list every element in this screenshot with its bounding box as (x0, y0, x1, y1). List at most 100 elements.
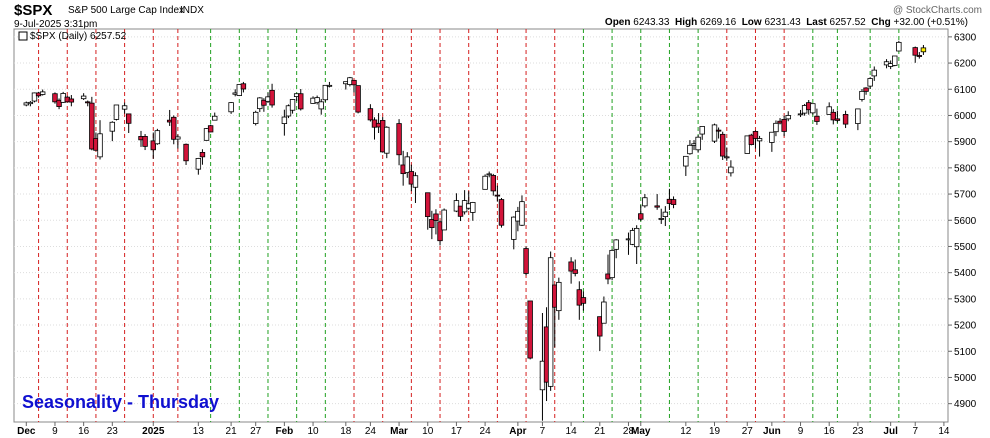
candle-body (85, 101, 91, 104)
plot-area (13, 28, 949, 423)
candle-body (39, 91, 46, 95)
candle-body (892, 55, 898, 66)
x-tick-label: 9 (52, 426, 58, 437)
x-tick-label: 10 (307, 426, 319, 437)
x-tick-label: 12 (680, 426, 692, 437)
x-tick-label: 14 (566, 426, 578, 437)
candle-body (298, 93, 304, 110)
candle-body (699, 126, 705, 135)
candle-body (31, 92, 38, 102)
candle-body (486, 173, 492, 176)
candle-body (769, 131, 775, 143)
x-tick-label: 27 (250, 426, 262, 437)
high-value: 6269.16 (699, 17, 737, 28)
candle-body (269, 89, 275, 106)
candle-body (638, 213, 644, 220)
candle-body (89, 102, 95, 150)
candle-body (396, 123, 402, 156)
candle-body (642, 197, 648, 207)
x-tick-label: 21 (594, 426, 606, 437)
candle-body (842, 114, 849, 125)
candle-body (670, 199, 677, 205)
candle-body (826, 106, 832, 115)
x-tick-label: 23 (107, 426, 119, 437)
x-tick-label: 27 (742, 426, 754, 437)
x-tick-label: Jul (883, 426, 898, 437)
candle-body (126, 113, 132, 124)
candle-body (814, 115, 820, 122)
candle-body (871, 69, 877, 77)
high-label: High (674, 17, 698, 28)
x-tick-label: Jun (763, 426, 781, 437)
candle-body (228, 102, 234, 113)
last-value: 6257.52 (829, 17, 866, 28)
x-tick-label: 28 (623, 426, 635, 437)
candle-body (412, 175, 419, 188)
candle-body (429, 219, 435, 228)
ohlc-readout: Open 6243.33 High 6269.16 Low 6231.43 La… (605, 17, 968, 28)
x-tick-label: 10 (422, 426, 434, 437)
candle-body (199, 152, 206, 158)
y-tick-label: 6200 (954, 59, 977, 70)
y-tick-label: 6300 (954, 32, 977, 43)
candle-body (773, 122, 779, 133)
candle-body (511, 216, 517, 240)
x-tick-label: Dec (17, 426, 36, 437)
candle-body (601, 301, 607, 324)
candle-body (597, 316, 603, 337)
x-tick-label: 7 (912, 426, 918, 437)
x-tick-label: Mar (390, 426, 408, 437)
candle-body (490, 175, 496, 192)
candle-body (207, 125, 214, 133)
candle-body (404, 156, 410, 173)
candle-body (355, 85, 361, 113)
candle-body (322, 84, 329, 101)
candle-body (425, 192, 431, 217)
candle-body (752, 131, 759, 139)
candle-body (52, 93, 58, 103)
y-tick-label: 5000 (954, 373, 977, 384)
candle-body (863, 87, 869, 92)
candle-body (810, 103, 816, 114)
candle-body (683, 155, 689, 167)
x-tick-label: 9 (798, 426, 804, 437)
seasonality-annotation: Seasonality - Thursday (22, 392, 219, 412)
candle-body (27, 101, 34, 105)
candle-body (68, 98, 75, 103)
candle-body (109, 121, 116, 132)
candle-body (326, 84, 333, 87)
candle-body (285, 105, 292, 117)
x-tick-label: Apr (509, 426, 526, 437)
candle-body (556, 281, 562, 312)
candle-body (494, 194, 501, 197)
y-tick-label: 6000 (954, 111, 977, 122)
x-tick-label: 16 (824, 426, 836, 437)
candle-body (236, 84, 243, 96)
x-tick-label: 19 (709, 426, 721, 437)
low-label: Low (741, 17, 762, 28)
candle-body (896, 41, 902, 52)
candle-body (318, 101, 324, 110)
candle-body (654, 205, 660, 208)
x-tick-label: May (631, 426, 651, 437)
x-tick-label: 2025 (142, 426, 165, 437)
candle-body (261, 99, 267, 106)
candle-body (351, 79, 357, 86)
candle-body (797, 113, 804, 116)
candle-body (580, 297, 587, 304)
candle-body (150, 140, 156, 151)
y-tick-label: 5700 (954, 190, 977, 201)
x-tick-label: Feb (275, 426, 293, 437)
candle-body (441, 209, 447, 231)
candle-body (523, 248, 529, 274)
candle-body (830, 111, 836, 121)
date-time: 9-Jul-2025 3:31pm (14, 19, 98, 30)
candle-body (281, 116, 288, 124)
y-tick-label: 5900 (954, 137, 977, 148)
candle-body (834, 118, 841, 121)
candle-body (519, 201, 525, 226)
candle-body (97, 133, 103, 158)
candle-body (203, 128, 210, 141)
y-tick-label: 5400 (954, 268, 977, 279)
candle-body (547, 257, 554, 387)
